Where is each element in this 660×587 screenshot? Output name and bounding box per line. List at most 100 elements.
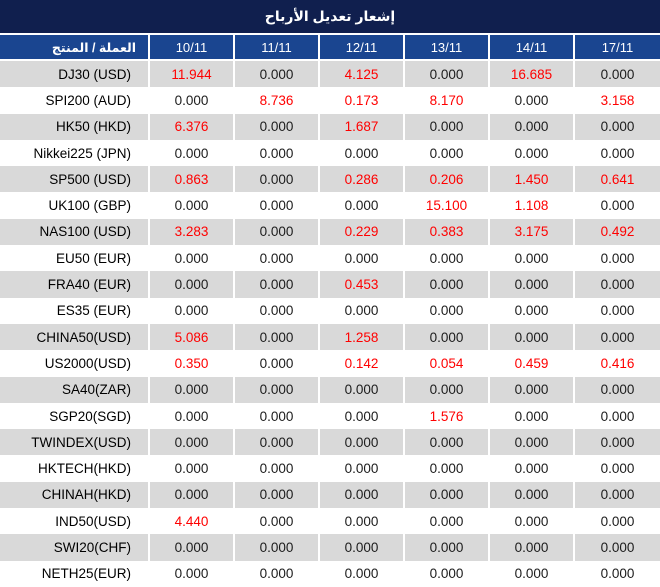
adjustment-value-cell: 0.000 — [490, 534, 575, 561]
adjustment-value-cell: 0.000 — [235, 350, 320, 377]
product-label: ES35 (EUR) — [0, 297, 150, 324]
adjustment-value-cell: 1.108 — [490, 192, 575, 219]
table-row: HK50 (HKD) 6.376 0.000 1.687 0.000 0.000 0.000 — [0, 113, 660, 140]
adjustment-value-cell: 0.000 — [320, 560, 405, 587]
adjustment-value-cell: 0.000 — [235, 113, 320, 140]
table-row: UK100 (GBP) 0.000 0.000 0.000 15.100 1.108 0.0… — [0, 192, 660, 219]
adjustment-value-cell: 0.000 — [405, 429, 490, 456]
adjustment-value-cell: 16.685 — [490, 61, 575, 88]
adjustment-value-cell: 0.000 — [575, 508, 660, 535]
adjustment-value-cell: 0.000 — [405, 297, 490, 324]
adjustment-value-cell: 0.000 — [235, 297, 320, 324]
adjustment-value-cell: 0.492 — [575, 218, 660, 246]
adjustment-value-cell: 0.000 — [320, 402, 405, 430]
adjustment-value-cell: 0.000 — [575, 560, 660, 587]
adjustment-value-cell: 0.229 — [320, 218, 405, 246]
table-row: IND50(USD) 4.440 0.000 0.000 0.000 0.000 0.000 — [0, 508, 660, 535]
adjustment-value-cell: 1.258 — [320, 323, 405, 351]
adjustment-value-cell: 0.000 — [235, 245, 320, 272]
adjustment-value-cell: 0.000 — [235, 560, 320, 587]
table-header-row: العملة / المنتج 10/11 11/11 12/11 13/11 … — [0, 35, 660, 61]
adjustment-value-cell: 0.054 — [405, 350, 490, 377]
product-label: NAS100 (USD) — [0, 218, 150, 246]
adjustment-value-cell: 0.000 — [235, 192, 320, 219]
adjustment-value-cell: 11.944 — [150, 61, 235, 88]
adjustment-value-cell: 0.000 — [575, 402, 660, 430]
adjustment-value-cell: 0.000 — [235, 534, 320, 561]
adjustment-value-cell: 1.450 — [490, 166, 575, 193]
adjustment-value-cell: 3.283 — [150, 218, 235, 246]
column-header-product-currency: العملة / المنتج — [0, 35, 150, 61]
adjustment-value-cell: 0.000 — [405, 508, 490, 535]
adjustment-value-cell: 0.000 — [490, 297, 575, 324]
product-label: FRA40 (EUR) — [0, 271, 150, 298]
adjustment-value-cell: 0.000 — [575, 376, 660, 403]
adjustment-value-cell: 0.000 — [575, 113, 660, 140]
adjustment-value-cell: 0.173 — [320, 87, 405, 114]
product-label: TWINDEX(USD) — [0, 429, 150, 456]
column-header-date-3: 12/11 — [320, 35, 405, 61]
adjustment-value-cell: 1.576 — [405, 402, 490, 430]
adjustment-value-cell: 0.000 — [575, 534, 660, 561]
table-row: DJ30 (USD) 11.944 0.000 4.125 0.000 16.685 0.0… — [0, 61, 660, 88]
adjustment-value-cell: 0.000 — [405, 271, 490, 298]
adjustment-value-cell: 0.000 — [320, 245, 405, 272]
adjustment-value-cell: 0.000 — [150, 429, 235, 456]
adjustment-value-cell: 0.000 — [490, 429, 575, 456]
table-row: US2000(USD) 0.350 0.000 0.142 0.054 0.459 0.41… — [0, 350, 660, 377]
adjustment-value-cell: 0.000 — [150, 139, 235, 167]
adjustment-value-cell: 0.000 — [320, 534, 405, 561]
adjustment-value-cell: 0.416 — [575, 350, 660, 377]
table-row: SGP20(SGD) 0.000 0.000 0.000 1.576 0.000 0.000 — [0, 402, 660, 430]
adjustment-value-cell: 0.000 — [405, 455, 490, 482]
adjustment-value-cell: 0.641 — [575, 166, 660, 193]
product-label: US2000(USD) — [0, 350, 150, 377]
adjustment-value-cell: 0.000 — [575, 455, 660, 482]
product-label: HKTECH(HKD) — [0, 455, 150, 482]
adjustment-value-cell: 0.000 — [150, 534, 235, 561]
adjustment-value-cell: 0.000 — [235, 402, 320, 430]
adjustment-value-cell: 0.000 — [235, 61, 320, 88]
adjustment-value-cell: 0.000 — [320, 481, 405, 509]
adjustment-value-cell: 5.086 — [150, 323, 235, 351]
adjustment-value-cell: 0.000 — [150, 87, 235, 114]
adjustment-value-cell: 0.000 — [320, 508, 405, 535]
adjustment-value-cell: 0.000 — [235, 481, 320, 509]
adjustment-value-cell: 0.000 — [575, 61, 660, 88]
adjustment-value-cell: 4.125 — [320, 61, 405, 88]
adjustment-value-cell: 0.000 — [150, 297, 235, 324]
adjustment-value-cell: 0.000 — [405, 323, 490, 351]
adjustment-value-cell: 0.000 — [490, 560, 575, 587]
table-row: SWI20(CHF) 0.000 0.000 0.000 0.000 0.000 0.000 — [0, 534, 660, 561]
adjustment-value-cell: 3.175 — [490, 218, 575, 246]
adjustment-value-cell: 15.100 — [405, 192, 490, 219]
adjustment-value-cell: 0.000 — [150, 245, 235, 272]
adjustment-value-cell: 0.000 — [405, 139, 490, 167]
adjustment-value-cell: 0.206 — [405, 166, 490, 193]
product-label: CHINA50(USD) — [0, 323, 150, 351]
adjustment-value-cell: 0.000 — [405, 376, 490, 403]
adjustment-value-cell: 0.000 — [320, 429, 405, 456]
adjustment-value-cell: 0.000 — [490, 481, 575, 509]
table-body: DJ30 (USD) 11.944 0.000 4.125 0.000 16.685 0.0… — [0, 61, 660, 587]
table-row: SPI200 (AUD) 0.000 8.736 0.173 8.170 0.000 3.1… — [0, 87, 660, 114]
product-label: Nikkei225 (JPN) — [0, 139, 150, 167]
adjustment-value-cell: 0.000 — [150, 271, 235, 298]
product-label: SA40(ZAR) — [0, 376, 150, 403]
adjustment-value-cell: 0.000 — [405, 113, 490, 140]
adjustment-value-cell: 0.000 — [490, 455, 575, 482]
adjustment-value-cell: 0.000 — [235, 139, 320, 167]
table-row: NAS100 (USD) 3.283 0.000 0.229 0.383 3.175 0.4… — [0, 218, 660, 246]
adjustment-value-cell: 0.000 — [150, 402, 235, 430]
table-row: HKTECH(HKD) 0.000 0.000 0.000 0.000 0.000 0.00… — [0, 455, 660, 482]
adjustment-value-cell: 0.000 — [320, 455, 405, 482]
adjustment-value-cell: 0.000 — [235, 271, 320, 298]
table-row: SA40(ZAR) 0.000 0.000 0.000 0.000 0.000 0.000 — [0, 376, 660, 403]
adjustment-value-cell: 0.286 — [320, 166, 405, 193]
table-row: CHINAH(HKD) 0.000 0.000 0.000 0.000 0.000 0.00… — [0, 481, 660, 509]
table-row: TWINDEX(USD) 0.000 0.000 0.000 0.000 0.000 0.0… — [0, 429, 660, 456]
adjustment-value-cell: 0.000 — [405, 560, 490, 587]
adjustment-value-cell: 0.000 — [575, 139, 660, 167]
adjustment-value-cell: 0.350 — [150, 350, 235, 377]
page-title: إشعار تعديل الأرباح — [0, 0, 660, 35]
